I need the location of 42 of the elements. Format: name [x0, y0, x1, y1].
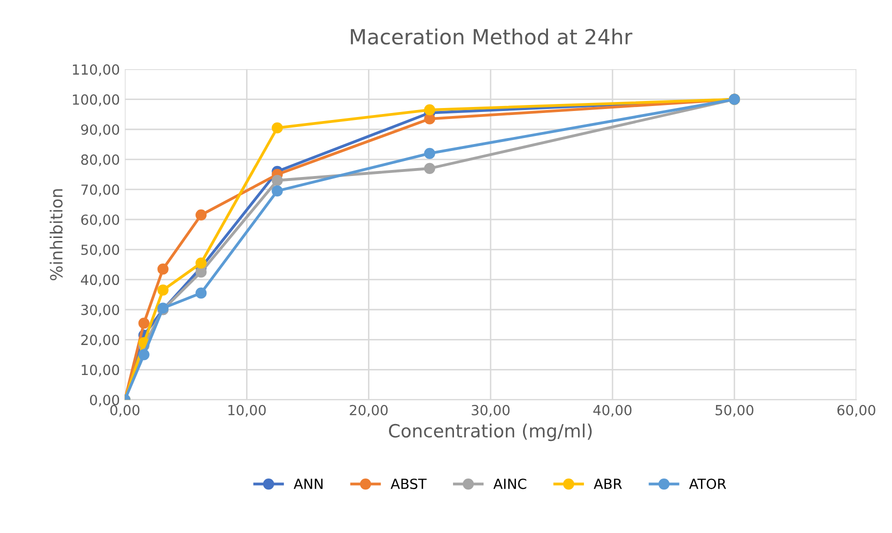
point [138, 349, 150, 360]
y-tick-label: 30,00 [81, 304, 120, 317]
legend-label: ABR [594, 478, 622, 489]
y-tick-label: 110,00 [72, 64, 120, 76]
y-tick-label: 90,00 [81, 124, 120, 136]
x-tick-label: 40,00 [593, 404, 632, 417]
x-tick-label: 10,00 [228, 404, 266, 417]
y-tick-label: 20,00 [81, 334, 120, 347]
y-tick-label: 40,00 [80, 274, 120, 286]
y-axis-title: %inhibition [50, 189, 63, 280]
x-tick-label: 20,00 [350, 404, 388, 417]
point [424, 113, 436, 124]
y-tick-label: 70,00 [81, 184, 120, 196]
point [196, 266, 207, 278]
point [272, 122, 283, 134]
point [424, 148, 436, 159]
legend-label: ANN [294, 478, 323, 489]
point [424, 104, 436, 116]
y-tick-label: 0,00 [90, 394, 120, 407]
point [196, 258, 207, 269]
y-tick-label: 80,00 [81, 154, 120, 166]
x-tick-label: 30,00 [472, 404, 510, 417]
y-tick-label: 60,00 [81, 214, 120, 226]
x-tick-label: 0,00 [110, 404, 140, 417]
x-tick-label: 50,00 [716, 404, 754, 417]
y-tick-label: 10,00 [82, 364, 120, 377]
point [272, 174, 283, 186]
legend-label: AINC [493, 478, 526, 490]
x-axis-title: Concentration (mg/ml) [388, 424, 592, 442]
y-tick-label: 100,00 [72, 94, 120, 106]
legend-label: ATOR [689, 478, 726, 490]
point [196, 288, 207, 299]
point [272, 185, 283, 197]
chart-title: Maceration Method at 24hr [350, 28, 632, 45]
point [157, 264, 169, 275]
point [157, 284, 169, 296]
point [196, 209, 207, 221]
legend-label: ABST [390, 478, 427, 490]
point [424, 162, 436, 174]
y-tick-label: 50,00 [81, 244, 120, 256]
x-tick-label: 60,00 [837, 404, 876, 417]
point [138, 318, 150, 329]
